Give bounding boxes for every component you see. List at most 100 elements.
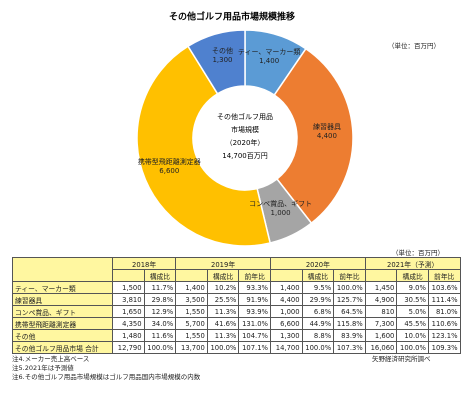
note: 注6.その他ゴルフ用品市場規模はゴルフ用品国内市場規模の内数 (12, 373, 201, 381)
table-cell: 810 (364, 305, 398, 318)
header-cell (12, 257, 113, 282)
year-header: 2021年（予測） (364, 257, 461, 270)
table-cell: 110.6% (427, 317, 461, 330)
table-cell: 131.0% (238, 317, 271, 330)
value-label: 1,000 (270, 208, 291, 217)
table-cell: 123.1% (427, 329, 461, 342)
table-row: その他ゴルフ用品市場 合計 12,790 100.0% 13,700 100.0% 107… (12, 341, 461, 354)
table-cell: 1,400 (175, 281, 208, 294)
value-label: 4,400 (316, 132, 337, 141)
table-cell: 1,480 (112, 329, 145, 342)
row-label: コンペ賞品、ギフト (12, 305, 113, 318)
chart-unit: （単位：百万円） (388, 42, 440, 50)
table-row: ティー、マーカー類 1,500 11.7% 1,400 10.2% 93.3% 1,400 9… (12, 281, 461, 294)
row-label: 練習器具 (12, 293, 113, 306)
table-cell: 13,700 (175, 341, 208, 354)
table-unit: （単位：百万円） (392, 249, 444, 257)
category-label: コンペ賞品、ギフト (249, 199, 313, 208)
segment-label-group: 携帯型飛距離測定器 6,600 (137, 158, 201, 176)
row-label: その他ゴルフ用品市場 合計 (12, 341, 113, 354)
table-cell: 103.6% (427, 281, 461, 294)
share-header: 構成比 (301, 269, 335, 282)
table-cell: 1,650 (112, 305, 145, 318)
note: 注5.2021年は予測値 (12, 364, 74, 372)
source: 矢野経済研究所調べ (372, 355, 431, 363)
donut-segment (136, 45, 272, 247)
table-cell: 109.3% (427, 341, 461, 354)
category-label: 練習器具 (312, 123, 341, 132)
table-cell: 14,700 (269, 341, 303, 354)
table-cell: 9.0% (396, 281, 429, 294)
table-cell: 93.9% (238, 305, 271, 318)
table-row: 携帯型飛距離測定器 4,350 34.0% 5,700 41.6% 131.0% 6,600… (12, 317, 461, 330)
year-header: 2019年 (175, 257, 271, 270)
table-cell: 1,400 (269, 281, 303, 294)
donut-segment (273, 47, 354, 225)
note: 注4.メーカー売上高ベース (12, 355, 90, 363)
header-cell (175, 269, 208, 282)
center-label: その他ゴルフ用品 (217, 112, 273, 121)
year-header: 2020年 (269, 257, 366, 270)
yoy-header: 前年比 (333, 269, 366, 282)
table-cell: 5,700 (175, 317, 208, 330)
table-cell: 8.8% (301, 329, 335, 342)
share-header: 構成比 (143, 269, 177, 282)
table-cell: 100.0% (143, 341, 177, 354)
yoy-header: 前年比 (238, 269, 271, 282)
category-label: 携帯型飛距離測定器 (137, 157, 201, 166)
value-label: 1,300 (212, 56, 233, 65)
table-cell: 11.3% (206, 305, 240, 318)
table-cell: 11.7% (143, 281, 177, 294)
table-cell: 10.2% (206, 281, 240, 294)
header-row: 2018年 2019年 2020年 2021年（予測） (12, 257, 461, 282)
share-header: 構成比 (396, 269, 429, 282)
table-row: 練習器具 3,810 29.8% 3,500 25.5% 91.9% 4,400 29.9% 1… (12, 293, 461, 306)
table-cell: 29.9% (301, 293, 335, 306)
table-cell: 4,900 (364, 293, 398, 306)
table-row: その他 1,480 11.6% 1,550 11.3% 104.7% 1,300 8.8% 83… (12, 329, 461, 342)
value-label: 1,400 (259, 56, 280, 65)
year-header: 2018年 (111, 257, 177, 270)
table-cell: 34.0% (143, 317, 177, 330)
header-cell (364, 269, 398, 282)
table-cell: 7,300 (364, 317, 398, 330)
table-cell: 91.9% (238, 293, 271, 306)
table-cell: 104.7% (238, 329, 271, 342)
table-cell: 6,600 (269, 317, 303, 330)
table-cell: 30.5% (396, 293, 429, 306)
table-cell: 93.3% (238, 281, 271, 294)
row-label: 携帯型飛距離測定器 (12, 317, 113, 330)
table-cell: 25.5% (206, 293, 240, 306)
table-cell: 111.4% (427, 293, 461, 306)
table-cell: 4,400 (269, 293, 303, 306)
category-label: その他 (212, 47, 233, 56)
data-table: 2018年 2019年 2020年 2021年（予測） 構成比 構成比 前年比 構成比 前年比構… (12, 257, 461, 354)
table-cell: 1,450 (364, 281, 398, 294)
table-cell: 11.6% (143, 329, 177, 342)
table-cell: 1,000 (269, 305, 303, 318)
segment-label-group: その他 1,300 (191, 47, 255, 65)
table-cell: 9.5% (301, 281, 335, 294)
row-label: ティー、マーカー類 (12, 281, 113, 294)
table-cell: 1,550 (175, 329, 208, 342)
category-label: ティー、マーカー類 (237, 47, 301, 56)
table-cell: 12,790 (112, 341, 145, 354)
table-cell: 16,060 (364, 341, 398, 354)
header-cell (112, 269, 145, 282)
table-cell: 1,500 (112, 281, 145, 294)
table-cell: 125.7% (333, 293, 366, 306)
share-header: 構成比 (206, 269, 240, 282)
center-label: 14,700百万円 (222, 152, 268, 160)
table-cell: 1,300 (269, 329, 303, 342)
center-label: 市場規模 (231, 125, 259, 134)
table-cell: 1,550 (175, 305, 208, 318)
table-cell: 100.0% (396, 341, 429, 354)
table-cell: 107.1% (238, 341, 271, 354)
value-label: 6,600 (159, 166, 180, 175)
table-cell: 81.0% (427, 305, 461, 318)
table-cell: 3,810 (112, 293, 145, 306)
table-cell: 100.0% (301, 341, 335, 354)
table-cell: 100.0% (333, 281, 366, 294)
table-cell: 100.0% (206, 341, 240, 354)
